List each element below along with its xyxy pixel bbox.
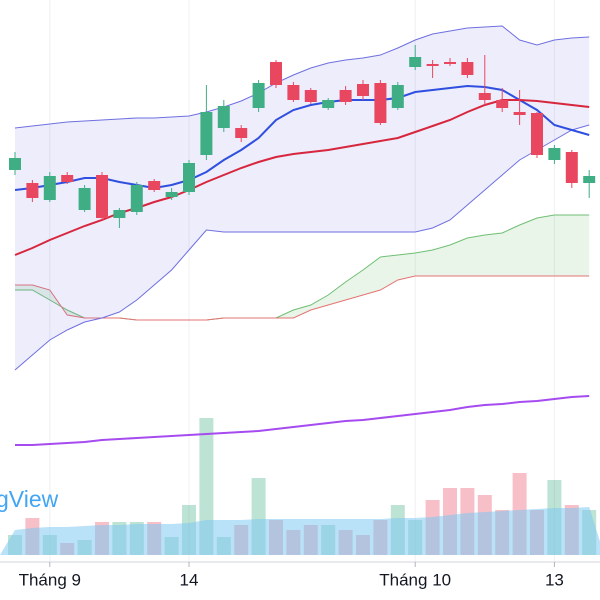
band-lower — [14, 124, 590, 371]
candle-body — [96, 175, 108, 218]
candle-body — [183, 163, 195, 192]
candle-body — [548, 148, 561, 160]
candle-body — [148, 181, 161, 190]
candle-body — [304, 90, 317, 102]
candle-body — [270, 62, 282, 85]
x-axis: Tháng 9 14 Tháng 10 13 — [0, 561, 600, 600]
candle-body — [531, 113, 543, 155]
candle-body — [43, 176, 56, 200]
candle-body — [444, 62, 456, 64]
band-fill — [15, 26, 590, 370]
candle-body — [165, 192, 178, 197]
volume — [0, 418, 600, 555]
candle-body — [217, 106, 230, 128]
candle-body — [26, 183, 39, 198]
candle-body — [565, 152, 578, 183]
candle-body — [339, 90, 352, 102]
candle-body — [391, 85, 404, 108]
cloud-span-b — [15, 275, 590, 321]
ma-line — [14, 99, 590, 256]
ma-line — [15, 395, 590, 446]
candle-body — [287, 85, 300, 100]
candle-body — [461, 62, 474, 75]
candle-body — [478, 93, 491, 100]
grid — [49, 0, 555, 562]
candle-body — [78, 188, 91, 210]
watermark: gView — [0, 486, 59, 512]
cloud — [15, 214, 590, 321]
cloud-fill — [15, 215, 590, 320]
band — [14, 25, 590, 371]
candle-body — [235, 128, 248, 138]
x-tick-label: 13 — [545, 570, 564, 589]
x-tick-label: 14 — [180, 570, 199, 589]
candle-body — [322, 100, 335, 108]
volume-ma-area — [0, 507, 600, 555]
candle-body — [409, 57, 422, 67]
candle-body — [583, 176, 596, 183]
candle-body — [426, 64, 439, 66]
band-upper — [14, 25, 590, 129]
x-axis-bg — [0, 562, 600, 600]
candle-body — [496, 100, 509, 108]
candle-body — [130, 185, 143, 212]
candle-body — [252, 83, 265, 108]
candle-body — [513, 112, 526, 115]
candle-body — [374, 83, 387, 123]
candle-body — [200, 112, 213, 155]
x-tick-label: Tháng 10 — [379, 570, 451, 589]
ma-line — [14, 84, 590, 191]
candle-body — [61, 175, 74, 182]
candle-body — [357, 84, 369, 96]
candle-body — [113, 210, 126, 218]
lines — [14, 84, 590, 446]
candle-body — [9, 158, 21, 170]
candles — [9, 45, 596, 228]
x-tick-label: Tháng 9 — [19, 570, 81, 589]
